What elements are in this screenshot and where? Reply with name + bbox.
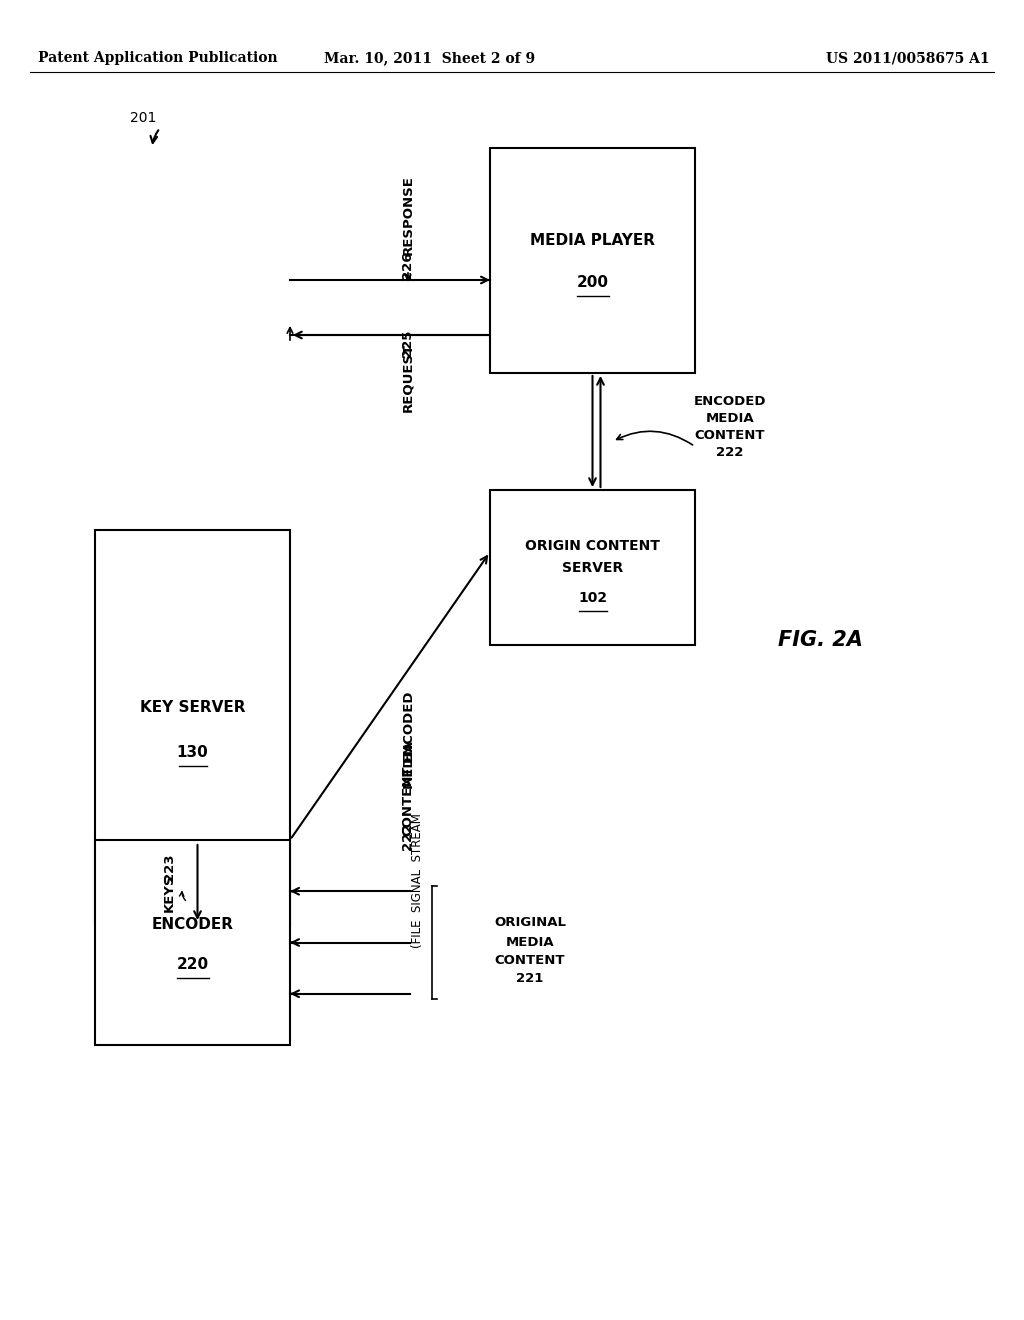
Text: 220: 220: [176, 957, 209, 972]
Bar: [490, 490, 695, 645]
Text: FIG. 2A: FIG. 2A: [777, 630, 862, 649]
Bar: [490, 148, 695, 374]
Text: CONTENT: CONTENT: [694, 429, 765, 442]
Text: 225: 225: [401, 329, 415, 356]
Text: ORIGINAL: ORIGINAL: [494, 916, 566, 929]
Text: 130: 130: [176, 744, 208, 760]
Text: (FILE  SIGNAL  STREAM: (FILE SIGNAL STREAM: [412, 813, 425, 948]
Text: 226: 226: [401, 251, 415, 279]
Text: Patent Application Publication: Patent Application Publication: [38, 51, 278, 65]
Text: 222: 222: [717, 446, 743, 459]
Text: 222: 222: [401, 822, 415, 850]
Text: MEDIA PLAYER: MEDIA PLAYER: [530, 234, 655, 248]
Text: ENCODED: ENCODED: [693, 395, 766, 408]
Text: 221: 221: [516, 972, 544, 985]
Text: ORIGIN CONTENT: ORIGIN CONTENT: [525, 539, 659, 553]
Text: US 2011/0058675 A1: US 2011/0058675 A1: [826, 51, 990, 65]
Text: RESPONSE: RESPONSE: [401, 176, 415, 255]
Text: 223: 223: [163, 854, 176, 882]
Text: ENCODER: ENCODER: [152, 917, 233, 932]
Text: MEDIA: MEDIA: [506, 936, 554, 949]
Text: CONTENT: CONTENT: [495, 954, 565, 968]
Text: CONTENT: CONTENT: [401, 766, 415, 837]
Text: ENCODED: ENCODED: [401, 690, 415, 762]
Text: 102: 102: [578, 590, 607, 605]
Text: REQUEST: REQUEST: [401, 342, 415, 412]
Text: KEY SERVER: KEY SERVER: [139, 700, 246, 715]
Text: MEDIA: MEDIA: [401, 739, 415, 788]
Text: KEYS: KEYS: [163, 874, 176, 912]
Bar: [95, 531, 290, 925]
Text: 200: 200: [577, 275, 608, 290]
Text: Mar. 10, 2011  Sheet 2 of 9: Mar. 10, 2011 Sheet 2 of 9: [325, 51, 536, 65]
Text: SERVER: SERVER: [562, 561, 624, 574]
Bar: [95, 840, 290, 1045]
Text: MEDIA: MEDIA: [706, 412, 755, 425]
Text: 201: 201: [130, 111, 157, 125]
